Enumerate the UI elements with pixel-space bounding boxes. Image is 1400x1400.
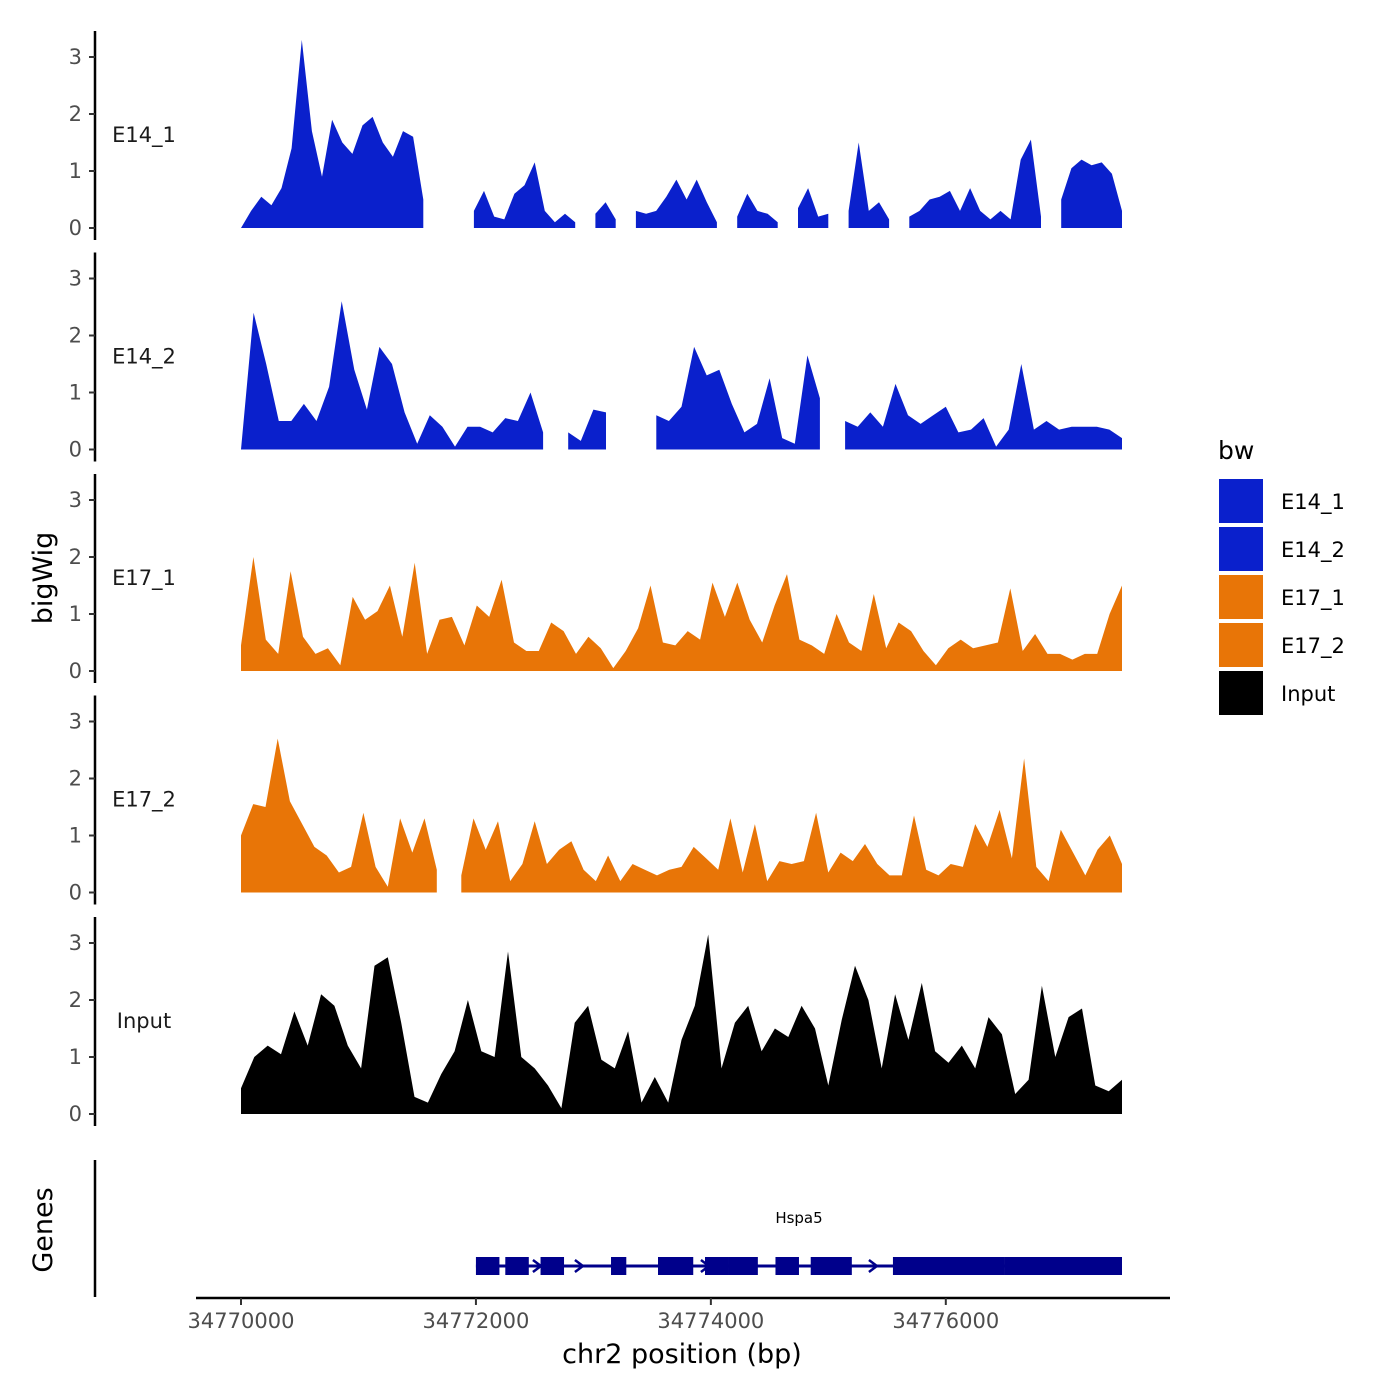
y-tick-label: 2	[69, 988, 82, 1012]
signal-area	[461, 758, 1122, 893]
y-tick-label: 1	[69, 381, 82, 405]
strand-arrow	[574, 1259, 586, 1273]
legend-swatch	[1219, 575, 1263, 619]
gene-exon	[704, 1257, 729, 1275]
signal-area	[848, 142, 890, 228]
strand-arrow	[868, 1259, 880, 1273]
signal-area	[656, 346, 820, 450]
track-E14_2: 0 1 2 3 E14_2	[69, 252, 1122, 462]
y-tick-label: 3	[69, 931, 82, 955]
legend-label: E17_2	[1281, 634, 1345, 659]
y-tick-label: 2	[69, 324, 82, 348]
legend: bw E14_1 E14_2 E17_1 E17_2 Input	[1218, 436, 1345, 715]
gene-exon	[810, 1257, 852, 1275]
track-E17_1: 0 1 2 3 E17_1	[69, 474, 1122, 683]
track-label: E14_2	[112, 345, 176, 370]
y-tick-label: 3	[69, 267, 82, 291]
legend-swatch	[1219, 479, 1263, 523]
signal-area	[568, 409, 606, 450]
track-E14_1: 0 1 2 3 E14_1	[69, 31, 1122, 240]
track-label: E17_2	[112, 788, 176, 813]
y-tick-label: 0	[69, 659, 82, 683]
x-axis: 34770000 34772000 34774000 34776000	[188, 1296, 1170, 1333]
track-label: E14_1	[112, 123, 176, 148]
genes-panel: Hspa5	[93, 1160, 1122, 1297]
y-tick-label: 2	[69, 545, 82, 569]
signal-area	[909, 139, 1041, 228]
signal-area	[737, 193, 778, 228]
x-axis-title: chr2 position (bp)	[562, 1339, 802, 1370]
genes-axis-title: Genes	[28, 1187, 59, 1272]
signal-area	[595, 202, 616, 228]
track-label: E17_1	[112, 566, 176, 591]
signal-area	[1061, 159, 1122, 228]
y-tick-label: 0	[69, 438, 82, 462]
x-tick-label: 34770000	[188, 1309, 295, 1333]
signal-area	[241, 301, 544, 450]
legend-label: Input	[1281, 682, 1335, 706]
signal-area	[473, 162, 576, 228]
y-tick-label: 2	[69, 102, 82, 126]
signal-area	[241, 39, 424, 229]
gene-exon	[658, 1257, 694, 1275]
signal-area	[241, 934, 1122, 1114]
gene-exon	[611, 1257, 627, 1275]
y-tick-label: 1	[69, 602, 82, 626]
legend-label: E17_1	[1281, 586, 1345, 611]
signal-area	[635, 179, 717, 228]
y-tick-label: 2	[69, 767, 82, 791]
y-tick-label: 0	[69, 1102, 82, 1126]
gene-exon	[892, 1257, 1005, 1275]
y-tick-label: 0	[69, 216, 82, 240]
y-tick-label: 3	[69, 488, 82, 512]
y-tick-label: 3	[69, 45, 82, 69]
track-E17_2: 0 1 2 3 E17_2	[69, 695, 1122, 905]
legend-swatch	[1219, 623, 1263, 667]
legend-label: E14_1	[1281, 490, 1345, 515]
track-label: Input	[117, 1009, 171, 1033]
gene-exon	[475, 1257, 500, 1275]
gene-exon	[540, 1257, 565, 1275]
signal-area	[845, 364, 1122, 450]
tracks-group: 0 1 2 3 E14_1 0 1 2 3 E14_2 0 1 2 3 E17_1 0 1 2 3 E17_2 0 1 2 3…	[69, 31, 1122, 1126]
gene-exon	[505, 1257, 529, 1275]
y-axis-title: bigWig	[28, 532, 59, 625]
x-tick-label: 34774000	[657, 1309, 764, 1333]
y-tick-label: 0	[69, 881, 82, 905]
y-tick-label: 3	[69, 710, 82, 734]
legend-swatch	[1219, 527, 1263, 571]
gene-exon	[1004, 1257, 1122, 1275]
y-tick-label: 1	[69, 159, 82, 183]
y-tick-label: 1	[69, 824, 82, 848]
signal-area	[241, 557, 1122, 671]
x-tick-label: 34776000	[892, 1309, 999, 1333]
signal-area	[241, 738, 437, 893]
legend-label: E14_2	[1281, 538, 1345, 563]
signal-area	[798, 188, 829, 228]
legend-swatch	[1219, 671, 1263, 715]
gene-exon	[728, 1257, 758, 1275]
y-tick-label: 1	[69, 1045, 82, 1069]
track-Input: 0 1 2 3 Input	[69, 917, 1122, 1126]
gene-name-label: Hspa5	[775, 1209, 822, 1227]
x-tick-label: 34772000	[422, 1309, 529, 1333]
legend-title: bw	[1218, 436, 1254, 465]
gene-exon	[775, 1257, 799, 1275]
